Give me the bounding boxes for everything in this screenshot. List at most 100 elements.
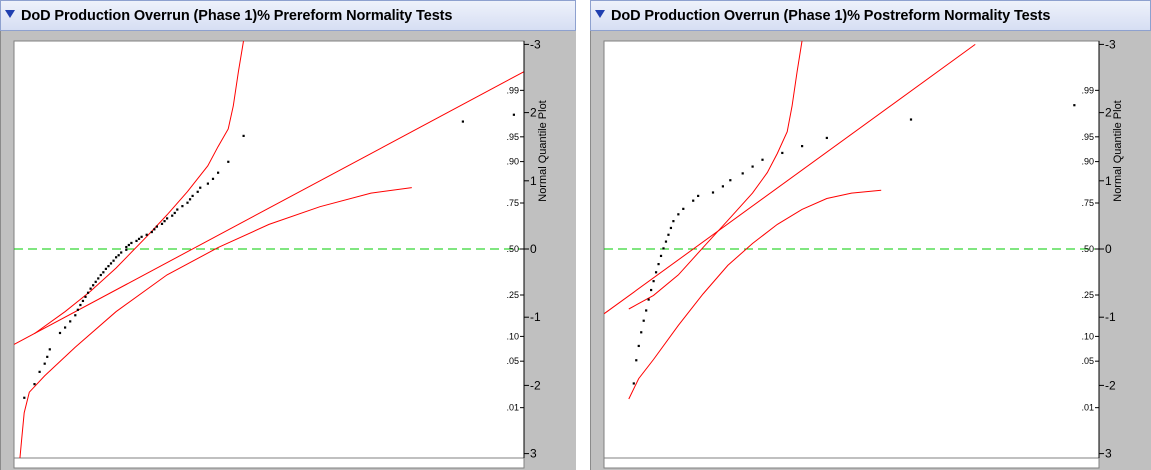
data-point (677, 213, 680, 216)
quantile-tick-label: 1 (530, 174, 537, 188)
data-point (86, 291, 90, 294)
data-point (76, 308, 79, 311)
data-point (33, 383, 36, 386)
quantile-tick-label: -3 (530, 37, 541, 51)
data-point (632, 382, 635, 385)
probability-tick-label: .95 (506, 132, 519, 142)
data-point (92, 284, 95, 287)
data-point (647, 298, 650, 301)
data-point (153, 228, 156, 231)
data-point (654, 271, 658, 274)
data-point (761, 158, 764, 161)
data-point (825, 136, 828, 140)
data-point (150, 230, 153, 234)
data-point (211, 177, 215, 180)
data-point (181, 205, 184, 208)
data-point (79, 303, 82, 307)
quantile-tick-label: -2 (1105, 378, 1116, 392)
data-point (645, 309, 648, 312)
data-point (127, 243, 130, 247)
title-bar[interactable]: DoD Production Overrun (Phase 1)% Postre… (590, 0, 1151, 31)
data-point (102, 271, 105, 274)
data-point (669, 226, 673, 230)
quantile-tick-label: 2 (530, 106, 537, 120)
quantile-tick-label: 3 (1105, 447, 1112, 461)
data-point (672, 220, 675, 223)
data-point (188, 198, 192, 201)
data-point (692, 199, 695, 202)
quantile-tick-label: -3 (1105, 37, 1116, 51)
data-point (652, 280, 655, 283)
data-point (171, 214, 174, 217)
data-point (38, 370, 41, 373)
data-point (635, 359, 638, 362)
data-point (741, 172, 744, 175)
normal-quantile-plot: .01 .05 .10 .25 .50 .75 .90 .95 .99 3 -2 -1 0 1 2 -3 Nor… (603, 37, 1124, 469)
quantile-tick-label: 1 (1105, 174, 1112, 188)
plot-marks (14, 41, 524, 458)
data-point (48, 348, 51, 351)
probability-tick-label: .75 (506, 198, 519, 208)
confidence-band-upper (628, 41, 803, 310)
data-point (191, 194, 194, 198)
data-point (46, 355, 49, 358)
probability-tick-label: .95 (1081, 132, 1094, 142)
data-point (242, 134, 245, 137)
data-point (58, 331, 62, 335)
data-point (64, 326, 67, 329)
axis-title: Normal Quantile Plot (537, 100, 549, 202)
data-point (89, 287, 92, 290)
data-point (640, 331, 643, 334)
data-point (125, 248, 128, 251)
confidence-band-upper (34, 41, 244, 335)
data-point (115, 256, 118, 259)
data-point (1073, 104, 1076, 107)
plot-marks (604, 41, 1099, 400)
data-point (637, 344, 640, 348)
disclosure-triangle-icon[interactable] (5, 10, 15, 18)
bottom-axis-strip (13, 457, 525, 469)
data-point (801, 145, 804, 148)
data-point (662, 247, 665, 250)
quantile-tick-label: -1 (1105, 310, 1116, 324)
panel-prereform: DoD Production Overrun (Phase 1)% Preref… (0, 0, 576, 470)
probability-tick-label: .75 (1081, 198, 1094, 208)
normal-quantile-plot: .01 .05 .10 .25 .50 .75 .90 .95 .99 3 -2 -1 0 1 2 -3 Nor… (13, 37, 549, 469)
data-point (117, 254, 120, 257)
data-point (155, 225, 158, 228)
data-point (664, 240, 668, 243)
data-point (69, 320, 72, 323)
probability-tick-label: .25 (506, 290, 519, 300)
probability-tick-label: .50 (506, 244, 519, 254)
probability-tick-label: .01 (506, 403, 519, 413)
data-point (97, 277, 100, 280)
data-point (781, 151, 784, 155)
data-point (160, 222, 164, 225)
data-point (512, 113, 515, 116)
data-point (135, 239, 138, 243)
data-point (94, 280, 97, 283)
data-point (657, 263, 660, 266)
data-point (659, 254, 663, 258)
probability-tick-label: .90 (506, 157, 519, 167)
axis-title: Normal Quantile Plot (1112, 100, 1124, 202)
data-point (109, 262, 113, 265)
chart-title: DoD Production Overrun (Phase 1)% Postre… (611, 8, 1051, 24)
data-point (23, 396, 26, 399)
disclosure-triangle-icon[interactable] (595, 10, 605, 18)
data-point (120, 251, 123, 254)
data-point (909, 118, 913, 121)
data-point (227, 160, 230, 163)
data-point (107, 265, 110, 268)
probability-tick-label: .05 (1081, 356, 1094, 366)
data-point (217, 171, 220, 174)
quantile-tick-label: 0 (1105, 242, 1112, 256)
probability-tick-label: .50 (1081, 244, 1094, 254)
data-point (176, 208, 179, 211)
probability-tick-label: .10 (1081, 331, 1094, 341)
data-point (206, 182, 209, 185)
chart-title: DoD Production Overrun (Phase 1)% Preref… (21, 8, 453, 24)
probability-tick-label: .05 (506, 356, 519, 366)
title-bar[interactable]: DoD Production Overrun (Phase 1)% Preref… (0, 0, 576, 31)
data-point (751, 165, 754, 168)
